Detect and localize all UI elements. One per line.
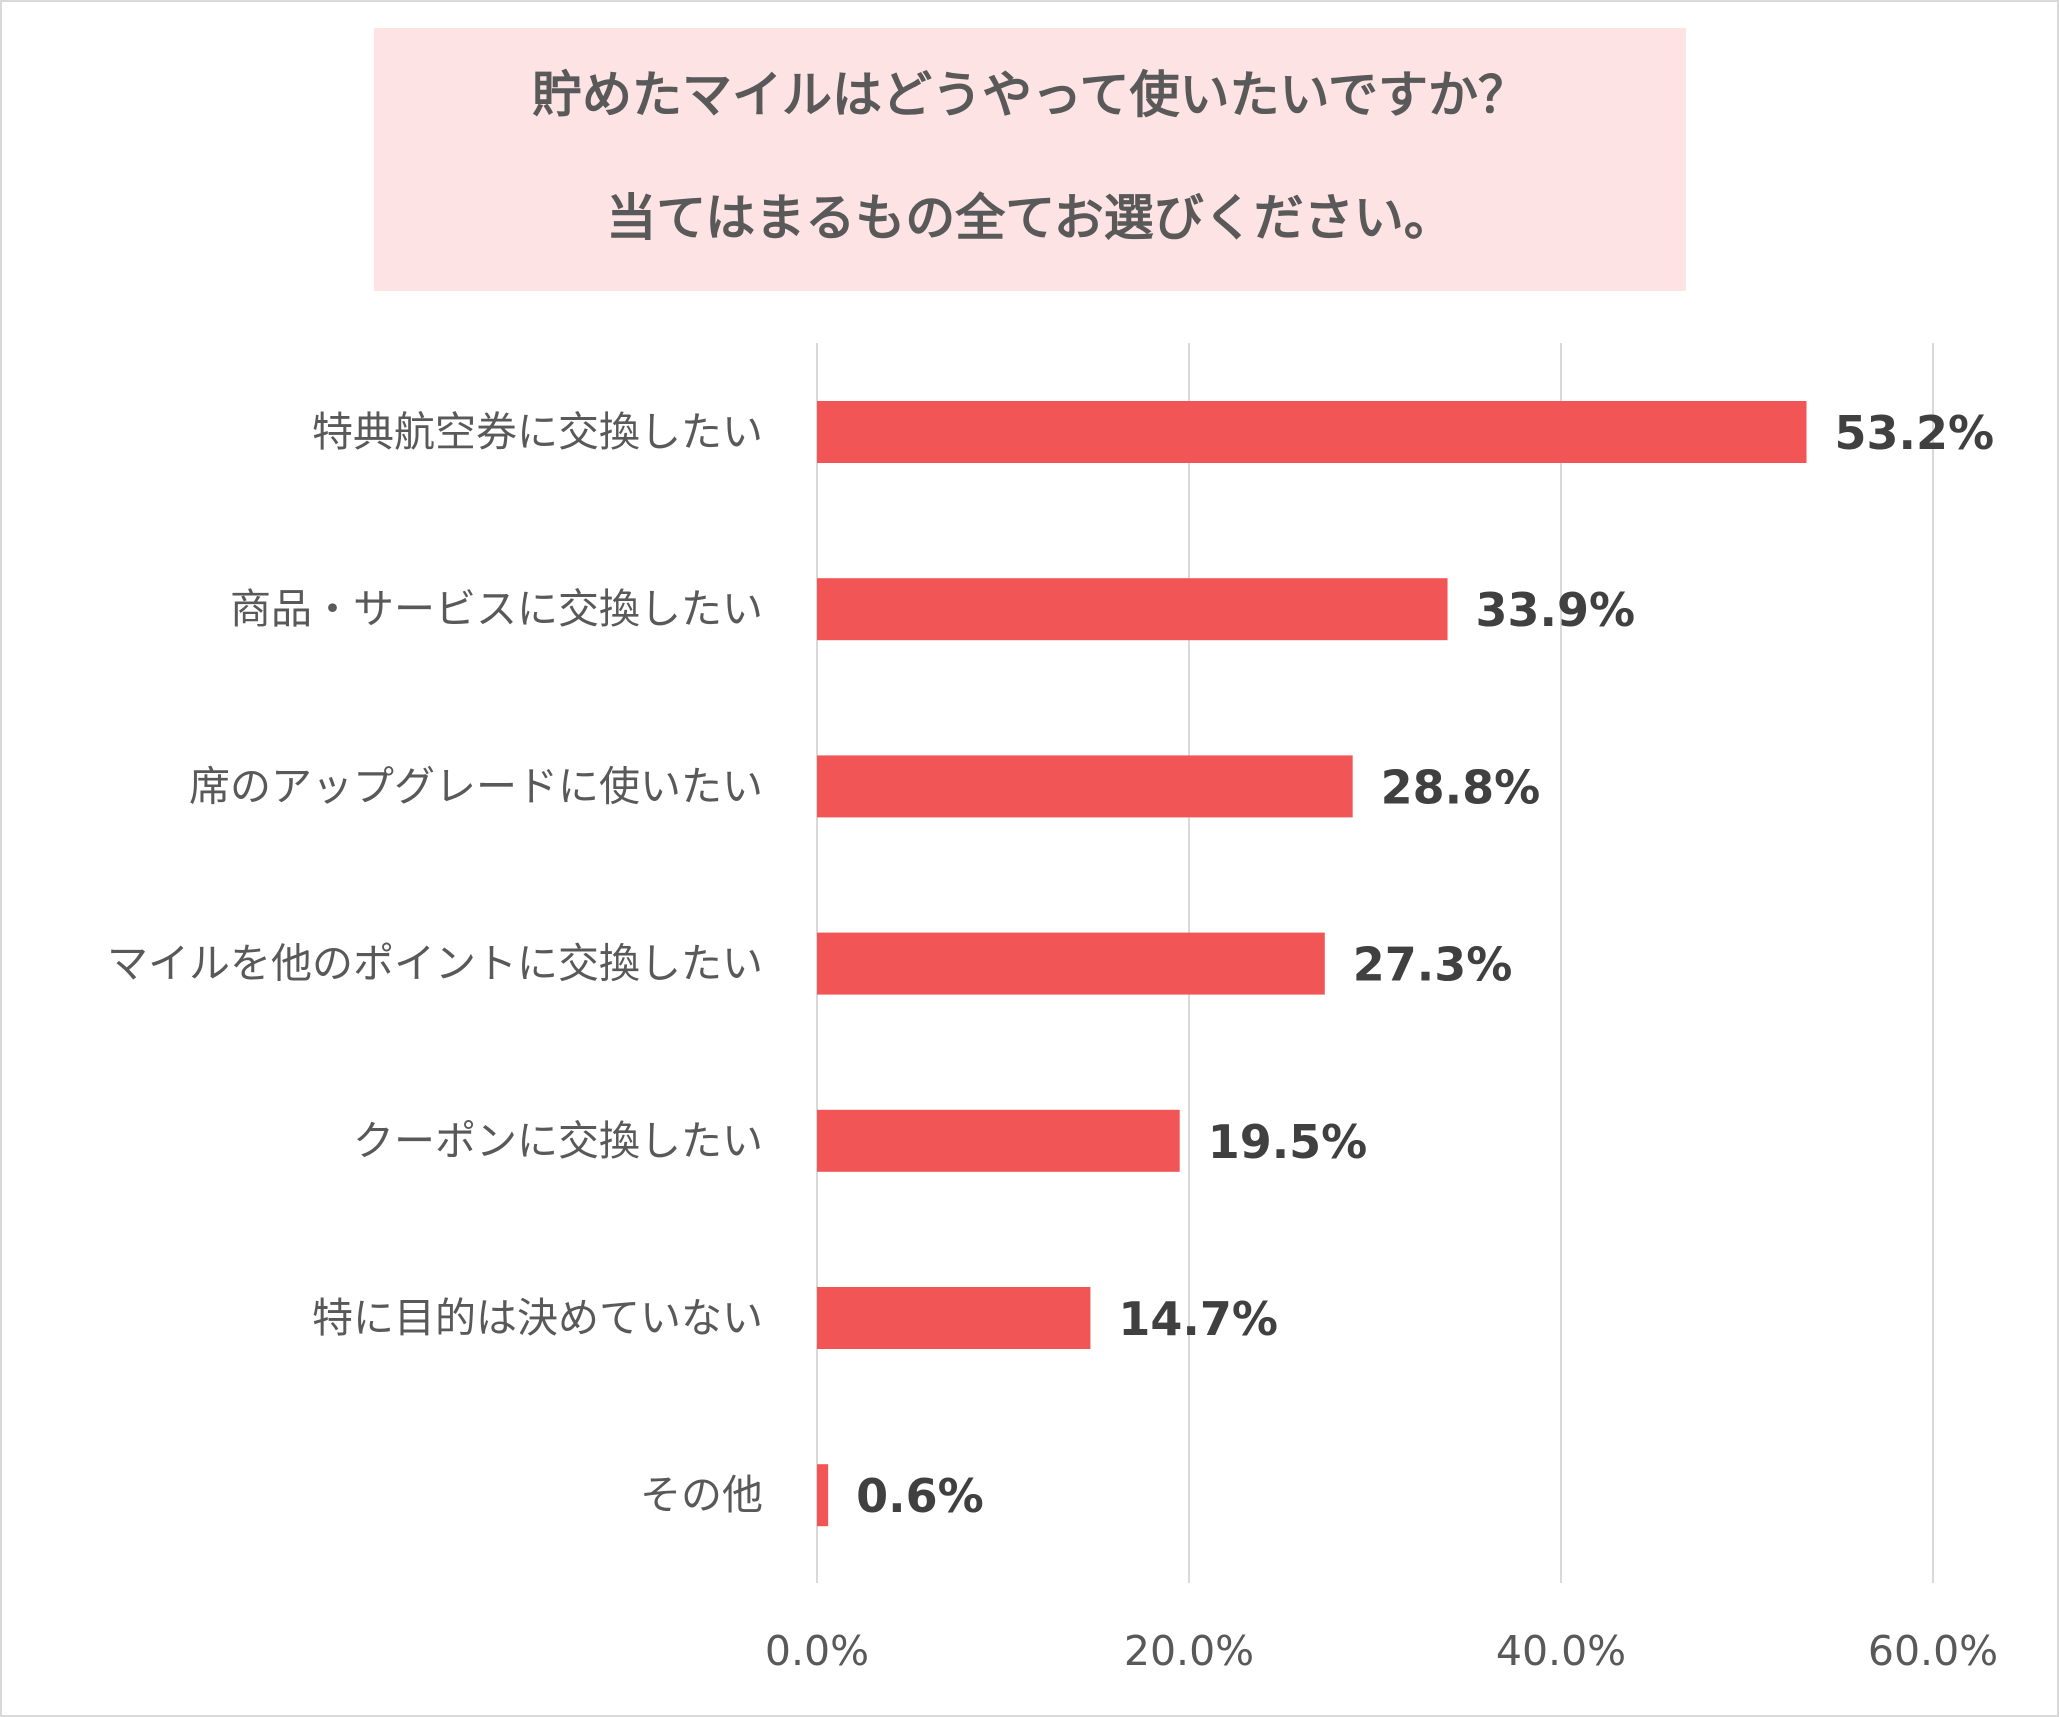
bar — [817, 401, 1807, 463]
value-label: 14.7% — [1118, 1292, 1278, 1346]
chart-title-line-2: 当てはまるもの全てお選びください。 — [606, 189, 1454, 247]
bar — [817, 1287, 1091, 1349]
bar — [817, 578, 1448, 641]
x-tick-label: 40.0% — [1496, 1627, 1626, 1675]
category-label: その他 — [640, 1471, 763, 1519]
x-tick-label: 60.0% — [1868, 1627, 1998, 1675]
chart-title-box: 貯めたマイルはどうやって使いたいですか？ 当てはまるもの全てお選びください。 — [374, 28, 1686, 291]
category-label: クーポンに交換したい — [353, 1117, 763, 1165]
category-label: 商品・サービスに交換したい — [230, 585, 763, 633]
bars — [817, 401, 1807, 1527]
value-label: 28.8% — [1381, 760, 1541, 814]
value-label: 27.3% — [1353, 938, 1513, 992]
value-labels: 53.2% 33.9% 28.8% 27.3% 19.5% 14.7% 0.6% — [856, 406, 1994, 1523]
chart-title-line-1: 貯めたマイルはどうやって使いたいですか？ — [532, 66, 1528, 124]
bar — [817, 1464, 829, 1527]
value-label: 19.5% — [1208, 1115, 1368, 1169]
value-label: 53.2% — [1835, 406, 1995, 460]
x-tick-label: 0.0% — [765, 1627, 869, 1675]
category-label: 席のアップグレードに使いたい — [189, 762, 763, 810]
category-labels: 特典航空券に交換したい商品・サービスに交換したい席のアップグレードに使いたいマイ… — [107, 408, 763, 1519]
category-label: マイルを他のポイントに交換したい — [107, 940, 763, 988]
bar — [817, 1109, 1180, 1172]
category-label: 特典航空券に交換したい — [312, 408, 763, 456]
x-axis-tick-labels: 0.0% 20.0% 40.0% 60.0% — [765, 1627, 1998, 1675]
category-label: 特に目的は決めていない — [312, 1294, 763, 1342]
x-tick-label: 20.0% — [1124, 1627, 1254, 1675]
bar — [817, 932, 1325, 995]
value-label: 0.6% — [856, 1469, 984, 1523]
bar — [817, 755, 1353, 818]
value-label: 33.9% — [1476, 583, 1636, 637]
